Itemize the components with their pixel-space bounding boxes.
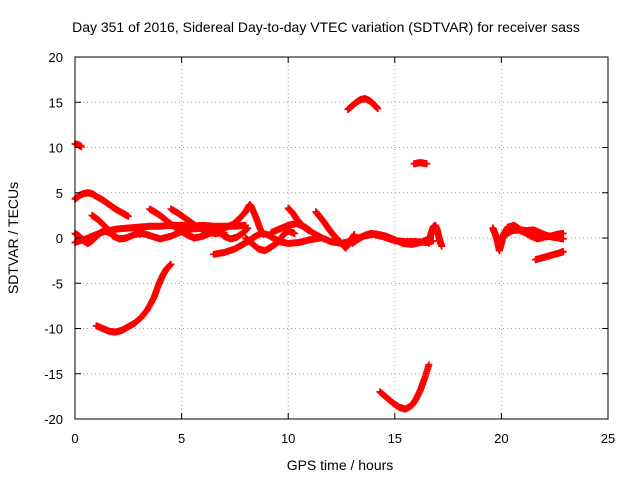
data-series	[410, 159, 431, 168]
data-point	[244, 224, 252, 232]
data-series	[497, 226, 567, 244]
data-point	[559, 248, 567, 256]
x-tick-label: 25	[601, 431, 615, 446]
data-series	[284, 204, 314, 235]
x-tick-label: 20	[494, 431, 508, 446]
data-point	[374, 105, 382, 113]
y-tick-label: -15	[44, 367, 63, 382]
data-point	[559, 229, 567, 237]
y-axis-label: SDTVAR / TECUs	[5, 182, 21, 294]
data-series	[167, 205, 228, 237]
axis-ticks: 0 5 10 15 20 25 -20 -15 -10 -5 0 5 10 15 20	[44, 50, 615, 446]
data-series	[376, 361, 433, 413]
data-point	[256, 226, 264, 234]
y-tick-label: 5	[56, 186, 63, 201]
data-point	[306, 227, 314, 235]
data-series	[532, 248, 567, 264]
data-point	[438, 242, 446, 250]
data-points	[71, 95, 567, 413]
data-series	[210, 224, 252, 243]
data-series	[71, 140, 85, 151]
data-series	[242, 227, 299, 255]
data-series	[92, 260, 175, 336]
data-point	[124, 212, 132, 220]
data-point	[167, 260, 175, 268]
y-tick-label: -20	[44, 412, 63, 427]
data-series	[344, 95, 382, 113]
grid-lines	[75, 57, 608, 419]
data-series	[220, 201, 264, 234]
data-point	[423, 160, 431, 168]
y-tick-label: 20	[49, 50, 63, 65]
y-tick-label: -10	[44, 322, 63, 337]
x-tick-label: 5	[178, 431, 185, 446]
x-tick-label: 0	[71, 431, 78, 446]
data-series	[71, 189, 132, 220]
data-series	[312, 208, 358, 252]
data-point	[77, 143, 85, 151]
y-tick-label: 15	[49, 95, 63, 110]
x-axis-label: GPS time / hours	[287, 457, 394, 473]
y-tick-label: -5	[51, 276, 63, 291]
data-series	[71, 221, 250, 247]
data-point	[291, 229, 299, 237]
chart-title: Day 351 of 2016, Sidereal Day-to-day VTE…	[72, 19, 580, 35]
data-point	[425, 361, 433, 369]
y-tick-label: 10	[49, 141, 63, 156]
data-series	[425, 221, 446, 250]
x-tick-label: 10	[281, 431, 295, 446]
data-point	[350, 230, 358, 238]
y-tick-label: 0	[56, 231, 63, 246]
x-tick-label: 15	[388, 431, 402, 446]
